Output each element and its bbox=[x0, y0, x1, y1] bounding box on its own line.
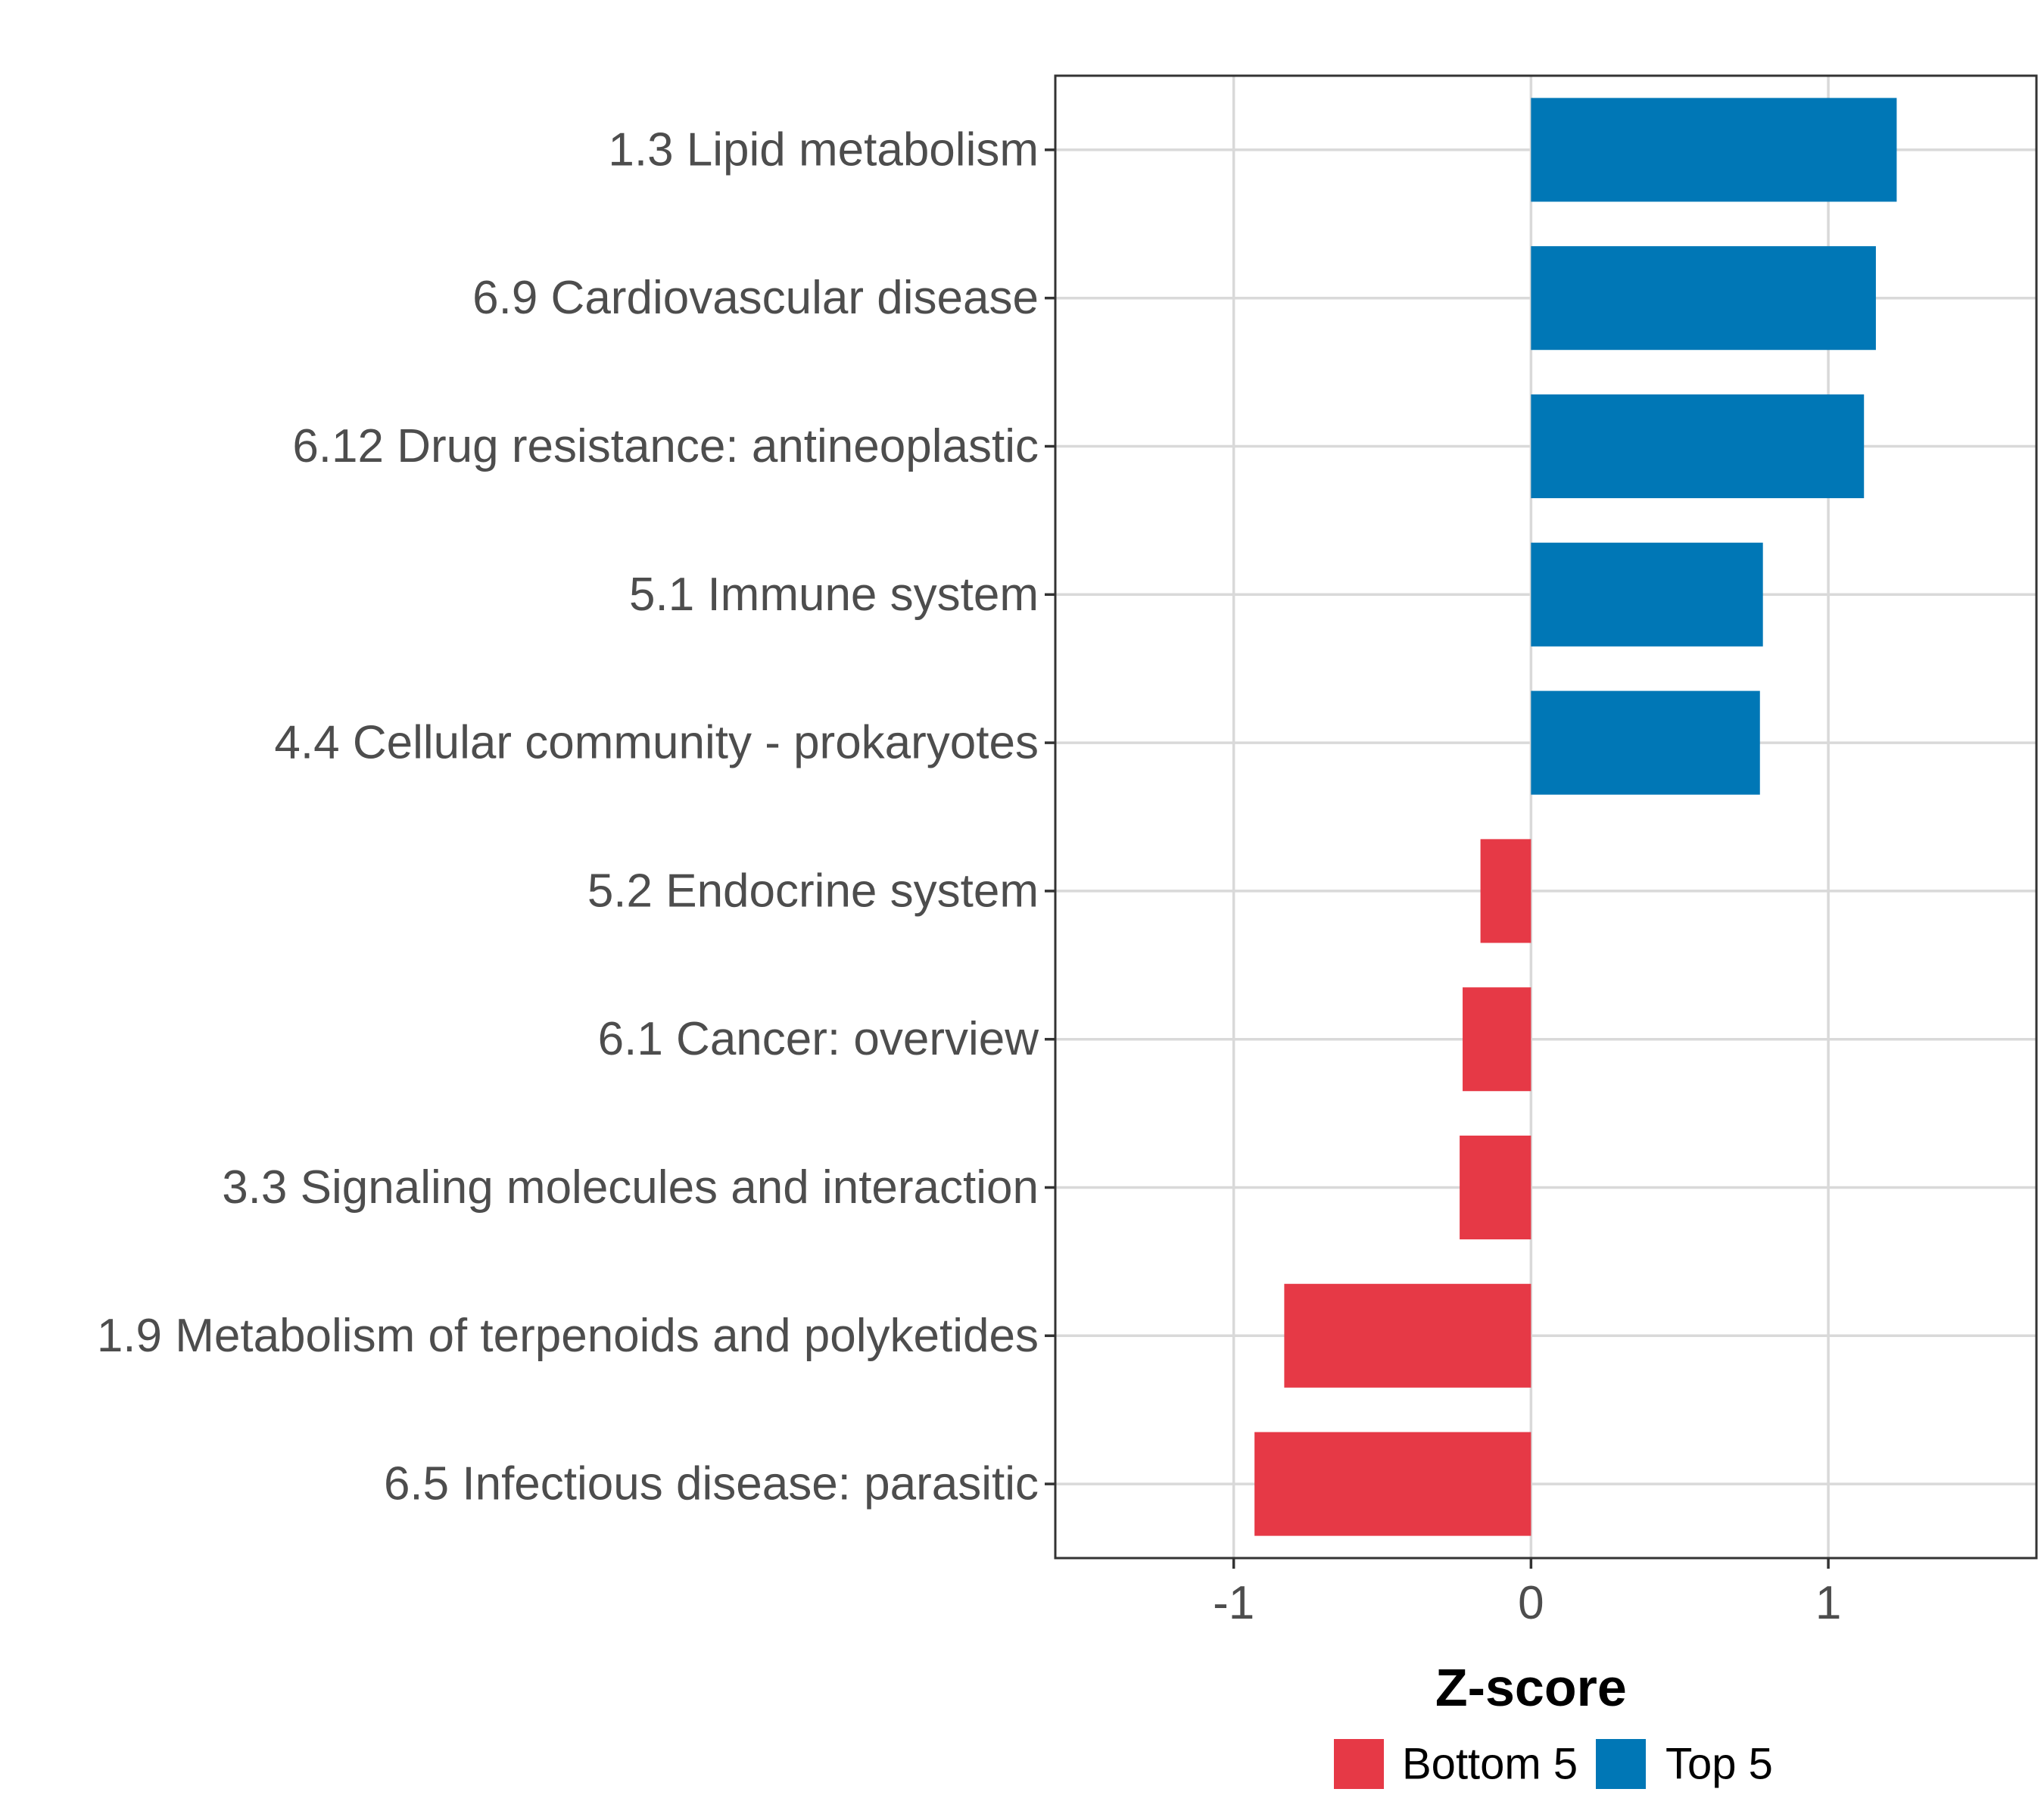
legend-key bbox=[1596, 1739, 1646, 1789]
bar bbox=[1460, 1135, 1531, 1240]
legend: Bottom 5 Top 5 bbox=[1334, 1739, 1773, 1789]
x-tick-label: -1 bbox=[1213, 1577, 1254, 1629]
category-labels: 1.3 Lipid metabolism 6.9 Cardiovascular d… bbox=[97, 123, 1039, 1510]
category-label: 6.9 Cardiovascular disease bbox=[472, 272, 1039, 324]
bar bbox=[1480, 839, 1531, 943]
category-label: 5.1 Immune system bbox=[629, 569, 1039, 621]
category-label: 5.2 Endocrine system bbox=[587, 865, 1039, 917]
bar bbox=[1531, 246, 1876, 351]
category-label: 1.3 Lipid metabolism bbox=[608, 123, 1039, 176]
bar bbox=[1284, 1283, 1531, 1388]
x-tick-label: 0 bbox=[1518, 1577, 1544, 1629]
bar bbox=[1531, 394, 1865, 499]
category-label: 6.1 Cancer: overview bbox=[598, 1013, 1039, 1065]
x-axis-title: Z-score bbox=[1435, 1658, 1627, 1717]
bar bbox=[1531, 690, 1760, 795]
axis-ticks: -1 0 1 bbox=[1045, 148, 1841, 1629]
legend-key bbox=[1334, 1739, 1384, 1789]
bar bbox=[1463, 987, 1531, 1092]
bar bbox=[1531, 542, 1763, 647]
category-label: 4.4 Cellular community - prokaryotes bbox=[274, 717, 1039, 769]
bars bbox=[1254, 98, 1897, 1536]
category-label: 3.3 Signaling molecules and interaction bbox=[222, 1161, 1039, 1214]
plot-panel-border bbox=[1054, 74, 2038, 1560]
category-label: 6.5 Infectious disease: parasitic bbox=[384, 1458, 1039, 1510]
legend-label: Top 5 bbox=[1665, 1740, 1773, 1789]
category-label: 1.9 Metabolism of terpenoids and polyket… bbox=[97, 1310, 1039, 1362]
bar bbox=[1531, 98, 1897, 202]
legend-label: Bottom 5 bbox=[1402, 1740, 1578, 1789]
category-label: 6.12 Drug resistance: antineoplastic bbox=[292, 420, 1039, 472]
x-tick-label: 1 bbox=[1815, 1577, 1841, 1629]
bar bbox=[1254, 1432, 1531, 1536]
